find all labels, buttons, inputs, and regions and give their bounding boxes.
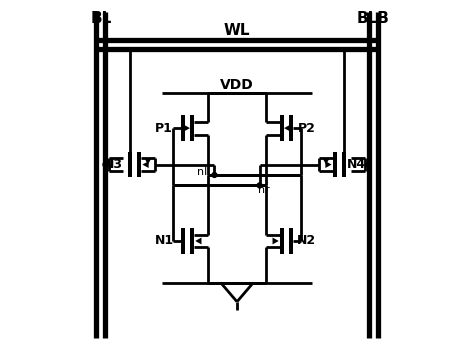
Text: N4: N4 [347,158,366,171]
Polygon shape [284,125,290,132]
Circle shape [366,162,371,167]
Circle shape [257,183,262,188]
Bar [190,228,194,254]
Bar [342,152,346,177]
Text: N1: N1 [155,234,173,247]
Text: N3: N3 [104,158,123,171]
Text: nr: nr [258,184,270,195]
Text: VDD: VDD [220,78,254,92]
Polygon shape [323,158,329,164]
Text: P2: P2 [298,121,315,135]
Polygon shape [195,238,201,244]
Polygon shape [325,161,332,168]
Text: nl: nl [197,167,208,176]
Bar [190,115,194,141]
Text: WL: WL [224,23,250,38]
Bar [289,228,293,254]
Bar [289,115,293,141]
Text: P1: P1 [155,121,173,135]
Polygon shape [184,125,190,132]
Circle shape [212,173,217,177]
Bar [280,228,284,254]
Text: BL: BL [90,11,111,26]
Bar [181,228,185,254]
Bar [280,115,284,141]
Bar [137,152,141,177]
Polygon shape [145,158,151,164]
Bar [128,152,132,177]
Text: BLB: BLB [356,11,390,26]
Polygon shape [142,161,149,168]
Polygon shape [273,238,279,244]
Circle shape [103,162,108,167]
Bar [181,115,185,141]
Text: N2: N2 [297,234,316,247]
Bar [333,152,337,177]
